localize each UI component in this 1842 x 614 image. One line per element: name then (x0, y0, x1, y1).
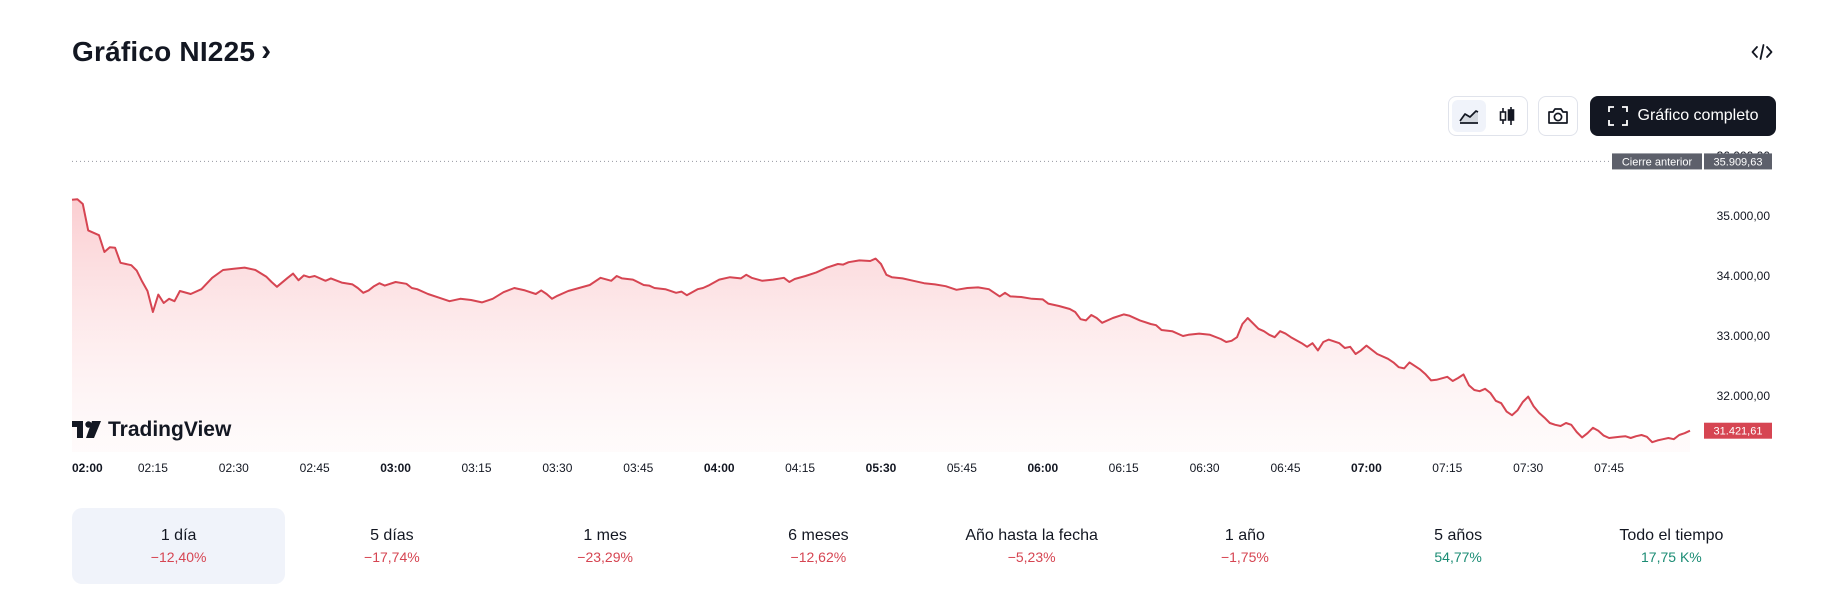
x-tick-label: 02:45 (300, 461, 330, 475)
x-tick-label: 06:45 (1270, 461, 1300, 475)
expand-icon (1607, 106, 1628, 126)
snapshot-button[interactable] (1538, 96, 1578, 136)
x-tick-label: 05:30 (866, 461, 897, 475)
x-tick-label: 07:00 (1351, 461, 1382, 475)
price-line (71, 198, 1691, 444)
period-tab[interactable]: 6 meses −12,62% (712, 508, 925, 584)
period-change: −12,62% (790, 549, 847, 565)
price-chart[interactable]: 36.000,0035.000,0034.000,0033.000,0032.0… (0, 149, 1842, 480)
camera-icon (1548, 108, 1568, 124)
previous-close-badge (1612, 153, 1702, 170)
period-tab[interactable]: Todo el tiempo 17,75 K% (1565, 508, 1778, 584)
period-change: −1,75% (1220, 549, 1269, 565)
period-label: 1 año (1224, 527, 1265, 544)
page-title-text: Gráfico NI225 (72, 36, 256, 67)
chevron-right-icon: › (261, 34, 272, 67)
chart-area[interactable]: 36.000,0035.000,0034.000,0033.000,0032.0… (0, 149, 1842, 480)
price-area-fill (72, 199, 1690, 452)
x-tick-label: 03:45 (623, 461, 653, 475)
full-chart-label: Gráfico completo (1637, 107, 1759, 124)
period-label: Todo el tiempo (1619, 527, 1724, 544)
x-tick-label: 02:00 (72, 461, 103, 475)
period-label: 5 días (370, 527, 414, 544)
x-tick-label: 03:15 (461, 461, 491, 475)
period-label: 6 meses (788, 527, 849, 544)
period-change: −12,40% (150, 549, 207, 565)
period-change: −5,23% (1007, 549, 1056, 565)
previous-close-value-badge (1704, 153, 1772, 170)
period-tab[interactable]: 1 día −12,40% (72, 508, 286, 584)
period-label: 1 mes (583, 527, 627, 544)
x-tick-label: 07:30 (1513, 461, 1543, 475)
tradingview-logo-text: TradingView (108, 418, 232, 441)
period-tab[interactable]: 5 días −17,74% (285, 508, 498, 584)
period-tab[interactable]: 1 mes −23,29% (499, 508, 712, 584)
x-tick-label: 05:45 (947, 461, 977, 475)
period-change: −23,29% (577, 549, 633, 565)
period-change: 17,75 K% (1641, 549, 1702, 565)
last-price-value: 31.421,61 (1714, 426, 1763, 438)
x-tick-label: 07:15 (1432, 461, 1462, 475)
candles-icon (1499, 107, 1515, 125)
x-tick-label: 03:00 (380, 461, 411, 475)
page-title[interactable]: Gráfico NI225 › (72, 34, 272, 68)
x-tick-label: 02:15 (138, 461, 168, 475)
candles-chart-button[interactable] (1490, 100, 1524, 132)
y-tick-label: 33.000,00 (1717, 329, 1771, 343)
x-tick-label: 04:00 (704, 461, 735, 475)
x-tick-label: 06:00 (1027, 461, 1058, 475)
previous-close-label: Cierre anterior (1622, 156, 1693, 168)
period-change: −17,74% (364, 549, 420, 565)
last-price-badge (1704, 422, 1772, 439)
period-label: Año hasta la fecha (965, 527, 1098, 544)
code-icon (1751, 44, 1773, 60)
x-tick-label: 04:15 (785, 461, 815, 475)
x-tick-label: 06:15 (1109, 461, 1139, 475)
y-tick-label: 34.000,00 (1717, 269, 1771, 283)
period-change: 54,77% (1434, 549, 1482, 565)
x-tick-label: 02:30 (219, 461, 249, 475)
x-tick-label: 06:30 (1190, 461, 1220, 475)
y-tick-label: 35.000,00 (1717, 209, 1771, 223)
tradingview-logo-icon (72, 421, 101, 438)
period-tab[interactable]: 1 año −1,75% (1138, 508, 1351, 584)
period-label: 1 día (160, 527, 197, 544)
area-chart-button[interactable] (1452, 100, 1486, 132)
area-chart-icon (1459, 110, 1479, 124)
period-tab[interactable]: 5 años 54,77% (1352, 508, 1565, 584)
full-chart-button[interactable]: Gráfico completo (1590, 96, 1776, 136)
tradingview-logo: TradingView (72, 418, 231, 442)
x-tick-label: 07:45 (1594, 461, 1624, 475)
y-tick-label: 32.000,00 (1717, 389, 1771, 403)
period-tab[interactable]: Año hasta la fecha −5,23% (925, 508, 1138, 584)
previous-close-value: 35.909,63 (1714, 156, 1763, 168)
period-selector: 1 día −12,40% 5 días −17,74% 1 mes −23,29% 6 m… (72, 508, 1778, 584)
period-label: 5 años (1434, 527, 1483, 544)
embed-code-button[interactable] (1746, 38, 1778, 66)
chart-type-toggle (1448, 96, 1528, 136)
x-tick-label: 03:30 (542, 461, 572, 475)
